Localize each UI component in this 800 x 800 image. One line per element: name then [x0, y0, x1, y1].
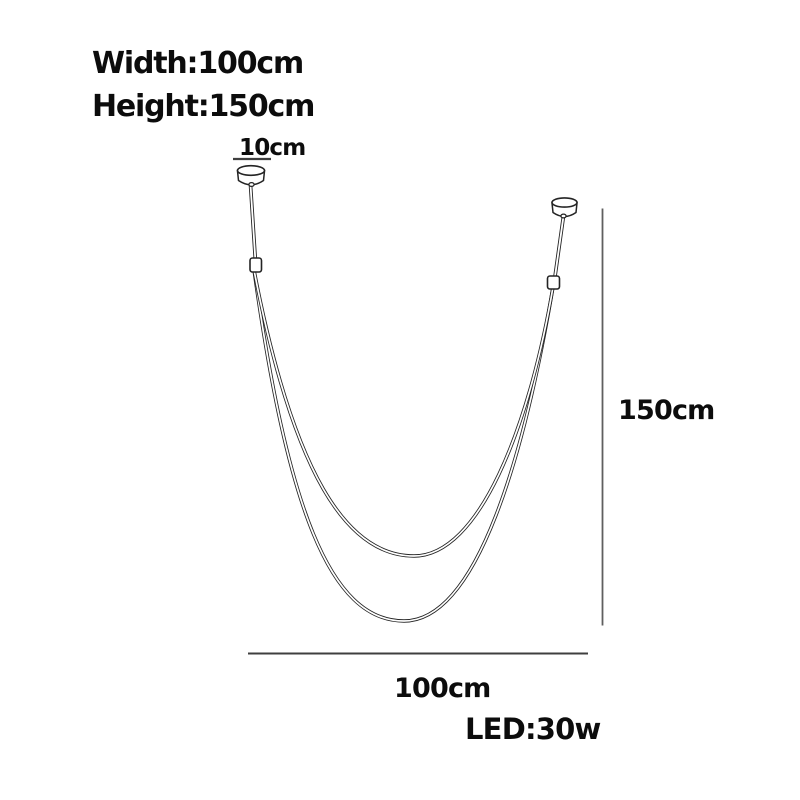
lower-cord-swag	[252, 268, 555, 623]
drop-height-dimension-label: 150cm	[618, 395, 715, 426]
right-drop-cord-core	[553, 215, 565, 281]
upper-cord-swag	[252, 268, 555, 558]
lower-cord-swag-core	[253, 269, 554, 622]
height-spec-label: Height:150cm	[92, 89, 315, 124]
left-canopy-cord-hole	[248, 181, 255, 188]
lamp-outline-group	[236, 164, 578, 623]
span-width-dimension-label: 100cm	[394, 673, 491, 704]
dimension-lines-group	[233, 157, 604, 655]
canopy-dimension-label: 10cm	[239, 135, 306, 161]
left-drop-cord-core	[249, 184, 257, 263]
upper-cord-swag-core	[253, 269, 554, 557]
left-canopy-top	[236, 164, 266, 177]
left-cord-gripper	[249, 257, 263, 273]
width-spec-label: Width:100cm	[92, 46, 304, 81]
right-canopy-cord-hole	[560, 213, 567, 219]
right-canopy-top	[551, 197, 578, 208]
right-cord-gripper	[546, 275, 561, 290]
led-power-label: LED:30w	[465, 712, 601, 746]
